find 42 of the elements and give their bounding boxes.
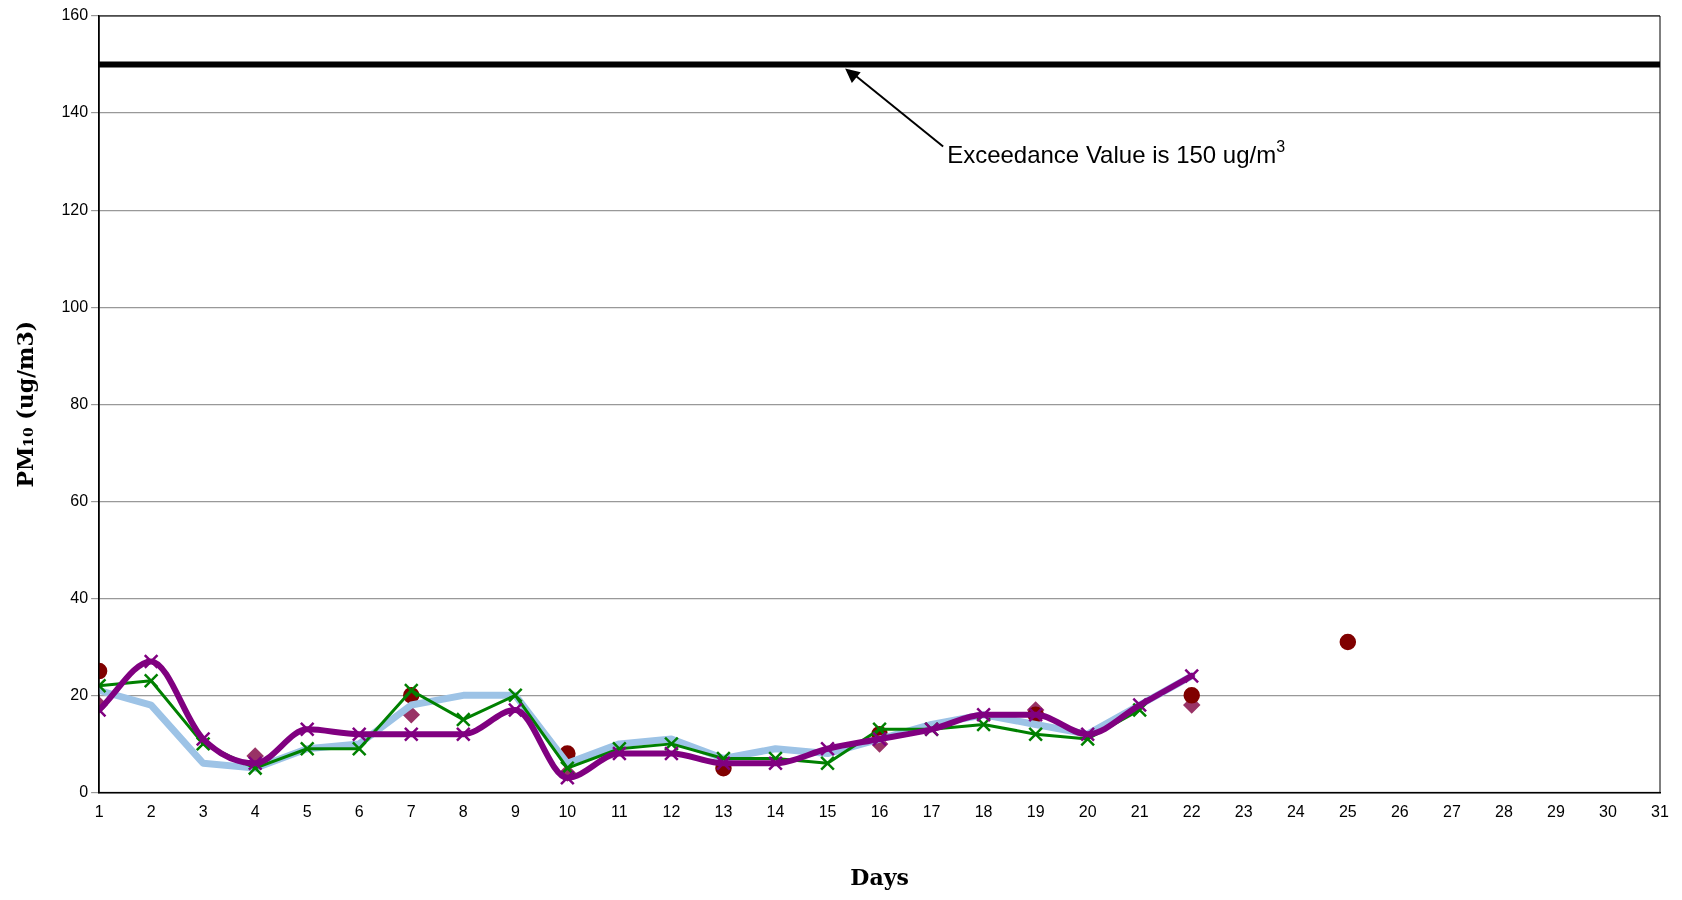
x-tick-label: 4	[250, 803, 260, 821]
x-tick-label: 14	[766, 803, 785, 821]
y-tick-label: 160	[61, 6, 89, 24]
x-tick-label: 27	[1442, 803, 1461, 821]
y-tick-label: 140	[61, 103, 89, 121]
x-tick-label: 7	[406, 803, 416, 821]
x-tick-label: 31	[1651, 803, 1669, 821]
x-tick-label: 26	[1390, 803, 1409, 821]
y-tick-label: 100	[61, 297, 89, 315]
x-tick-label: 18	[974, 803, 993, 821]
x-tick-label: 16	[870, 803, 889, 821]
x-tick-label: 19	[1026, 803, 1045, 821]
x-tick-label: 30	[1599, 803, 1617, 821]
y-tick-label: 40	[70, 588, 89, 606]
x-tick-label: 12	[662, 803, 681, 821]
x-tick-label: 21	[1130, 803, 1149, 821]
x-tick-label: 10	[558, 803, 577, 821]
x-tick-label: 24	[1286, 803, 1305, 821]
x-tick-label: 25	[1338, 803, 1357, 821]
x-tick-label: 13	[714, 803, 733, 821]
y-tick-label: 0	[79, 782, 89, 800]
y-axis-title: PM₁₀ (ug/m3)	[11, 320, 38, 488]
x-tick-label: 28	[1495, 803, 1513, 821]
x-tick-label: 1	[94, 803, 104, 821]
x-tick-label: 23	[1234, 803, 1253, 821]
x-tick-label: 6	[354, 803, 364, 821]
y-tick-label: 80	[70, 394, 89, 412]
x-tick-label: 2	[146, 803, 156, 821]
x-tick-label: 20	[1078, 803, 1097, 821]
x-tick-label: 17	[922, 803, 941, 821]
y-tick-label: 60	[70, 491, 89, 509]
x-tick-label: 29	[1547, 803, 1565, 821]
x-tick-label: 3	[198, 803, 208, 821]
x-tick-label: 8	[458, 803, 468, 821]
x-tick-label: 15	[818, 803, 837, 821]
x-tick-label: 22	[1182, 803, 1201, 821]
x-tick-label: 11	[611, 803, 628, 821]
x-tick-label: 9	[510, 803, 520, 821]
y-tick-label: 20	[70, 685, 89, 703]
x-axis-title: Days	[850, 863, 909, 890]
x-tick-label: 5	[302, 803, 312, 821]
y-tick-label: 120	[61, 200, 89, 218]
